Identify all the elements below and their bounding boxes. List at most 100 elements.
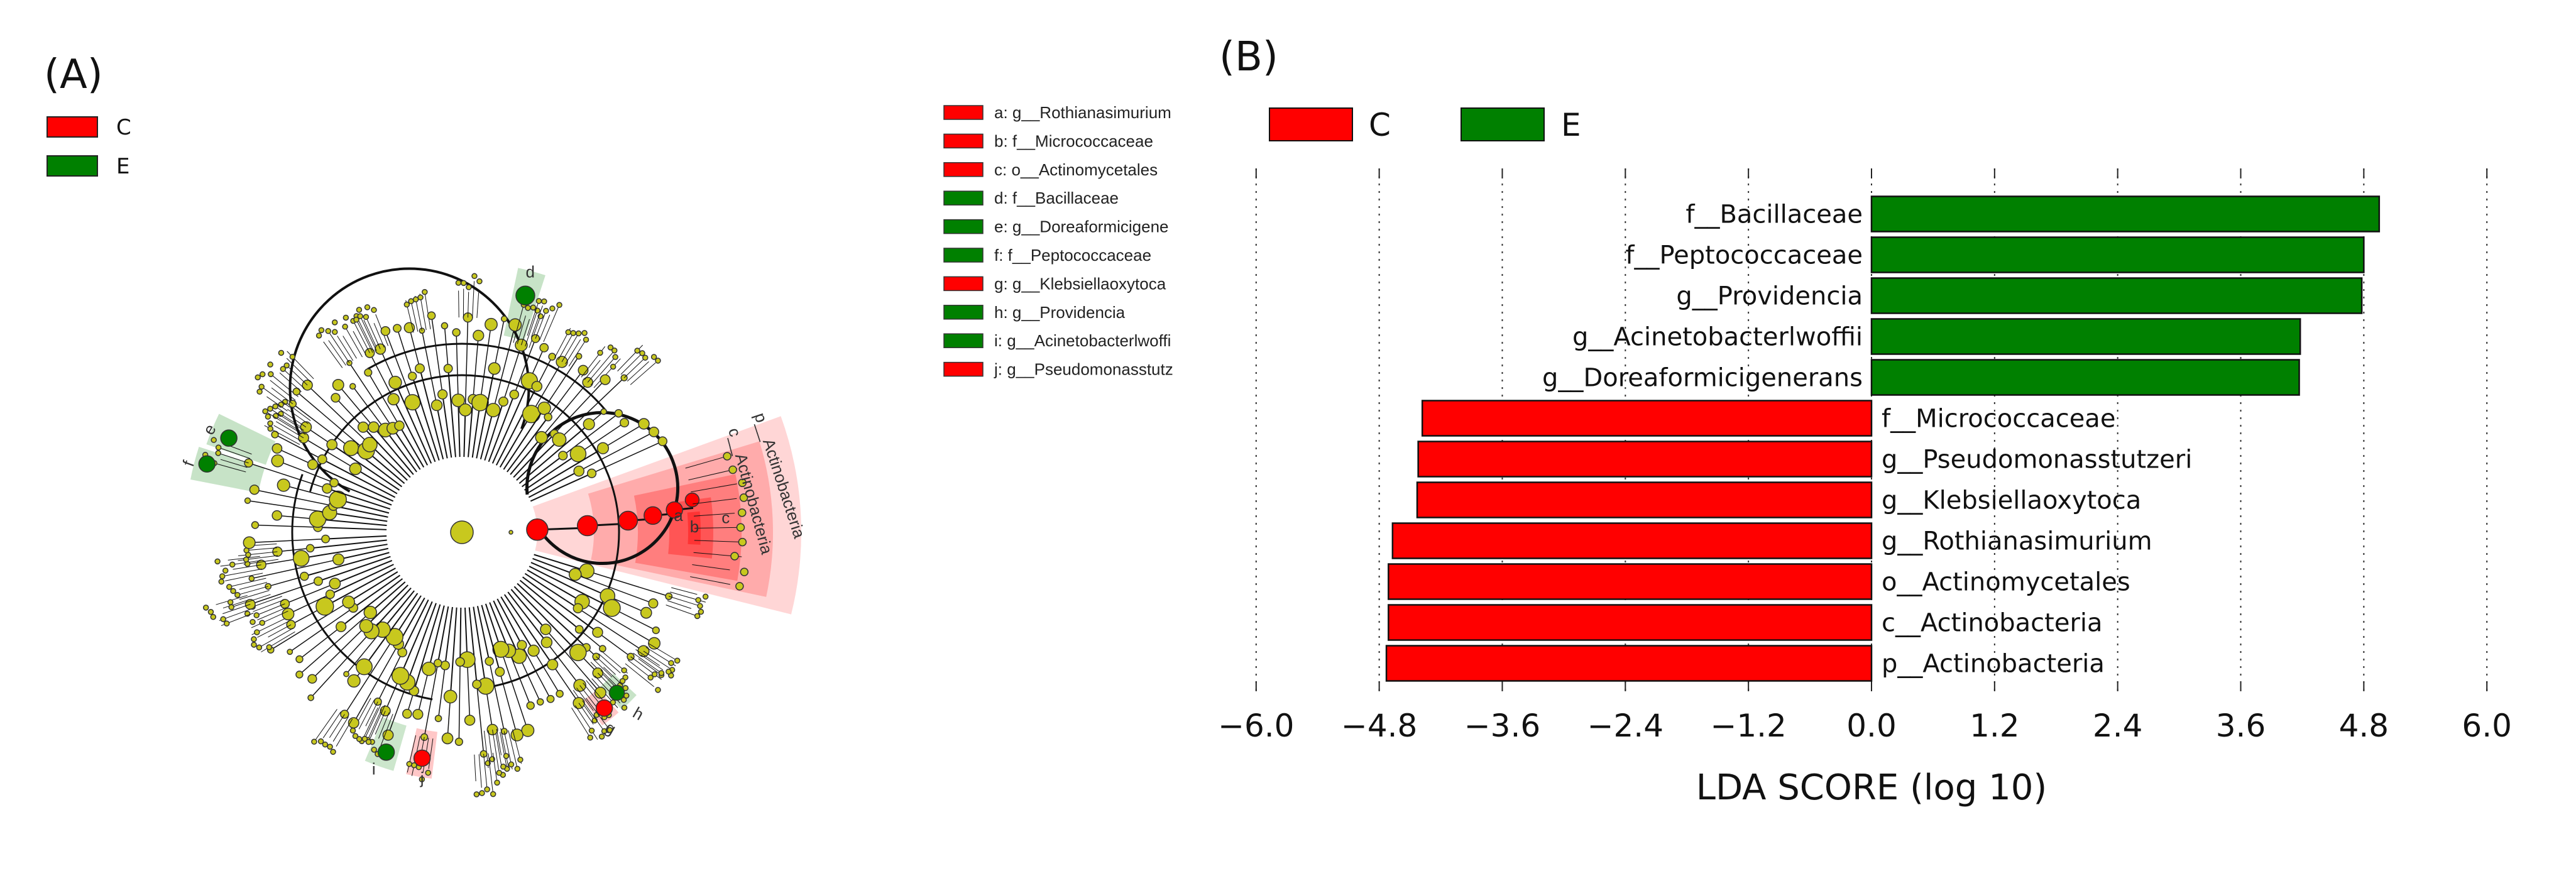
tree-branch <box>533 650 561 694</box>
tree-node <box>592 627 603 638</box>
tree-node <box>579 563 595 579</box>
tree-node <box>723 452 732 461</box>
tree-node <box>258 383 265 390</box>
tree-node <box>251 521 260 529</box>
key-entry: h: g__Providencia <box>994 303 1126 322</box>
tree-branch <box>480 324 492 403</box>
tree-node <box>343 314 349 321</box>
bar-g__Providencia <box>1870 277 2363 314</box>
tree-node <box>403 301 410 308</box>
tree-node <box>702 593 709 600</box>
tree-node <box>466 284 472 290</box>
tree-node <box>343 671 349 677</box>
tree-branch <box>456 332 459 401</box>
tree-branch <box>369 353 394 400</box>
tree-node <box>214 558 221 565</box>
tree-branch <box>318 556 391 582</box>
tree-branch <box>507 591 547 643</box>
tree-node <box>430 399 443 412</box>
bar-label: p__Actinobacteria <box>1882 650 2105 679</box>
key-swatch <box>943 248 984 263</box>
tree-branch <box>358 699 375 730</box>
tree-node <box>573 679 586 692</box>
tree-node <box>638 418 650 430</box>
lda-legend-swatch-c <box>1269 107 1353 141</box>
tree-branch <box>593 358 621 388</box>
tree-branch <box>500 596 534 651</box>
tree-branch <box>584 359 601 380</box>
tree-branch <box>380 713 393 748</box>
tree-branch <box>277 460 334 483</box>
tree-branch <box>546 642 581 686</box>
bar-g__Klebsiellaoxytoca <box>1416 481 1873 518</box>
tree-branch <box>253 600 284 612</box>
tree-node <box>596 442 610 454</box>
tree-node <box>234 591 241 598</box>
tree-branch <box>367 342 607 412</box>
tree-node <box>412 709 424 720</box>
tree-node <box>230 588 236 594</box>
tree-branch <box>530 361 562 415</box>
tree-branch <box>424 290 431 329</box>
tree-branch <box>288 593 331 615</box>
tree-node <box>207 608 214 615</box>
tree-node <box>222 567 229 574</box>
tree-branch <box>370 704 386 738</box>
x-axis-title: LDA SCORE (log 10) <box>1696 767 2047 808</box>
tree-node <box>668 660 674 666</box>
tree-branch <box>491 380 530 464</box>
tree-branch <box>503 408 545 470</box>
tree-node <box>267 425 273 432</box>
tree-node <box>336 621 347 632</box>
tree-branch <box>250 596 283 608</box>
tree-node <box>292 550 310 567</box>
tree-branch <box>633 652 662 674</box>
tree-branch <box>630 362 656 385</box>
tree-node <box>647 674 654 681</box>
tree-branch <box>519 579 580 630</box>
tree-node <box>277 478 290 492</box>
tree-branch <box>257 607 287 620</box>
tree-node <box>434 659 442 667</box>
tree-node <box>259 371 266 378</box>
tree-node <box>496 770 503 776</box>
tree-node <box>202 605 209 611</box>
biomarker-node-f <box>198 455 216 473</box>
tree-branch <box>257 620 290 638</box>
tree-node <box>215 450 221 456</box>
tree-branch <box>529 319 540 348</box>
tree-node <box>521 723 535 737</box>
tree-branch <box>254 489 334 507</box>
tree-branch <box>304 552 390 577</box>
biomarker-node-e <box>220 429 238 447</box>
clade-label-c: c <box>721 508 730 527</box>
tree-node <box>280 366 287 372</box>
tree-branch <box>268 576 305 587</box>
tree-branch <box>492 729 499 770</box>
tree-branch <box>530 473 592 502</box>
tree-node <box>243 556 249 563</box>
key-entry: c: o__Actinomycetales <box>994 160 1158 179</box>
tree-node <box>655 687 661 693</box>
tree-branch <box>473 335 480 400</box>
tree-branch <box>574 574 654 604</box>
tree-node <box>443 689 458 704</box>
tree-branch <box>249 538 326 544</box>
biomarker-node-c <box>576 515 598 537</box>
tree-branch <box>261 628 293 647</box>
tree-branch <box>437 665 446 719</box>
tree-branch <box>525 308 539 347</box>
tree-branch <box>352 386 386 430</box>
tree-branch <box>464 317 469 410</box>
tree-branch <box>393 398 429 466</box>
tree-node <box>307 674 317 684</box>
tree-node <box>556 302 562 309</box>
tree-node <box>434 715 442 723</box>
tree-branch <box>331 444 400 491</box>
tree-node <box>317 738 324 745</box>
tree-branch <box>222 604 251 615</box>
bar-g__Acinetobacterlwoffii <box>1870 318 2301 355</box>
tree-node <box>437 389 448 400</box>
tree-branch <box>513 338 536 395</box>
clade-label-j: j <box>420 769 424 787</box>
